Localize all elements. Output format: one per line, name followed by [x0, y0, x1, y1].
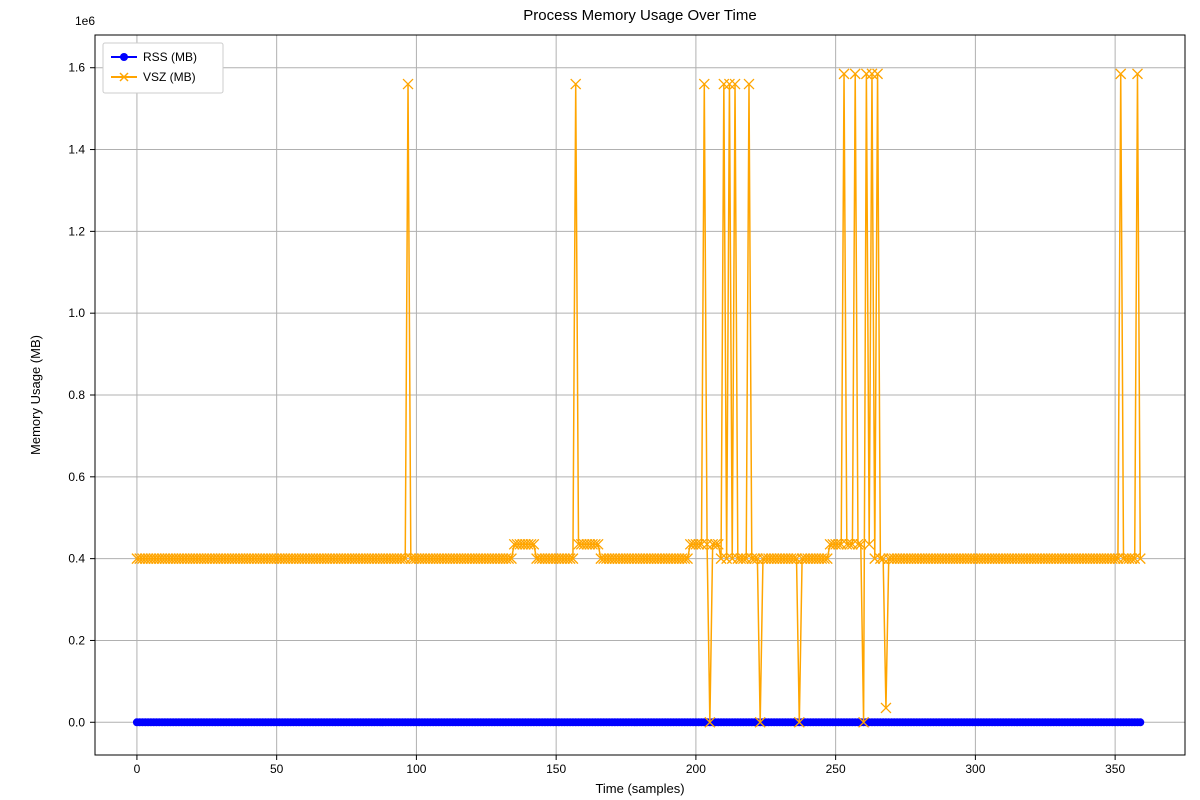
- xtick-label: 350: [1105, 762, 1125, 776]
- legend-label: VSZ (MB): [143, 70, 196, 84]
- xtick-label: 300: [965, 762, 985, 776]
- y-axis-label: Memory Usage (MB): [28, 335, 43, 455]
- memory-chart: 0 50 100 150 200 250 300 350 0.0 0.2 0.4 0.6 0.8 1.0 1…: [0, 0, 1200, 800]
- ytick-label: 0.2: [68, 633, 85, 647]
- xtick-label: 200: [686, 762, 706, 776]
- xtick-label: 250: [826, 762, 846, 776]
- ytick-label: 0.4: [68, 552, 85, 566]
- y-exponent-label: 1e6: [75, 14, 95, 28]
- ytick-label: 0.0: [68, 715, 85, 729]
- ytick-label: 1.2: [68, 224, 85, 238]
- chart-title: Process Memory Usage Over Time: [523, 7, 756, 24]
- x-axis-label: Time (samples): [595, 781, 684, 796]
- ytick-label: 1.6: [68, 61, 85, 75]
- ytick-label: 0.6: [68, 470, 85, 484]
- rss-marker: [1136, 718, 1144, 726]
- ytick-label: 1.4: [68, 143, 85, 157]
- ytick-label: 1.0: [68, 306, 85, 320]
- chart-container: 0 50 100 150 200 250 300 350 0.0 0.2 0.4 0.6 0.8 1.0 1…: [0, 0, 1200, 800]
- legend-label: RSS (MB): [143, 50, 197, 64]
- legend-marker: [120, 53, 128, 61]
- xtick-label: 150: [546, 762, 566, 776]
- xtick-label: 50: [270, 762, 284, 776]
- xtick-label: 100: [406, 762, 426, 776]
- xtick-label: 0: [134, 762, 141, 776]
- ytick-label: 0.8: [68, 388, 85, 402]
